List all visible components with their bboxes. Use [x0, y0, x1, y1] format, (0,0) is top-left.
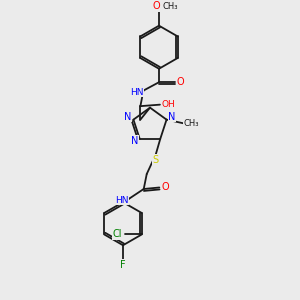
- Text: F: F: [120, 260, 126, 270]
- Text: HN: HN: [130, 88, 143, 97]
- Text: N: N: [168, 112, 175, 122]
- Text: OH: OH: [161, 100, 175, 109]
- Text: HN: HN: [115, 196, 129, 205]
- Text: N: N: [131, 136, 138, 146]
- Text: O: O: [153, 1, 160, 11]
- Text: Cl: Cl: [112, 230, 122, 239]
- Text: S: S: [152, 155, 158, 165]
- Text: N: N: [124, 112, 132, 122]
- Text: CH₃: CH₃: [183, 119, 199, 128]
- Text: O: O: [177, 77, 184, 87]
- Text: O: O: [161, 182, 169, 193]
- Text: CH₃: CH₃: [163, 2, 178, 11]
